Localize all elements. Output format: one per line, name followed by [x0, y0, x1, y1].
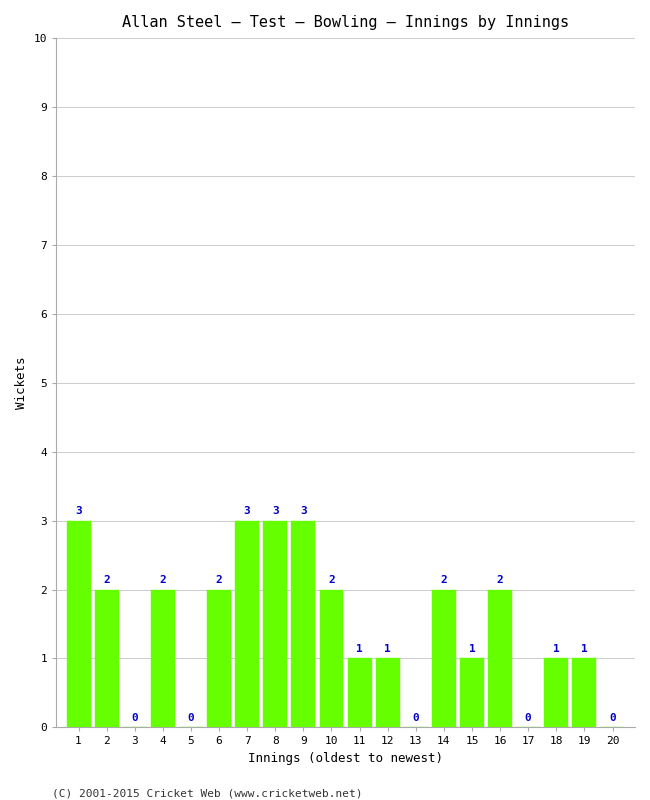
- Text: 1: 1: [581, 644, 588, 654]
- Bar: [320, 590, 343, 727]
- Bar: [95, 590, 118, 727]
- Bar: [460, 658, 484, 727]
- Text: 0: 0: [609, 714, 616, 723]
- Title: Allan Steel – Test – Bowling – Innings by Innings: Allan Steel – Test – Bowling – Innings b…: [122, 15, 569, 30]
- Bar: [151, 590, 175, 727]
- Text: 1: 1: [553, 644, 560, 654]
- Bar: [573, 658, 596, 727]
- Text: 1: 1: [384, 644, 391, 654]
- Text: 0: 0: [188, 714, 194, 723]
- Text: 0: 0: [412, 714, 419, 723]
- Text: (C) 2001-2015 Cricket Web (www.cricketweb.net): (C) 2001-2015 Cricket Web (www.cricketwe…: [52, 788, 363, 798]
- Bar: [66, 521, 90, 727]
- Bar: [432, 590, 456, 727]
- Text: 3: 3: [272, 506, 279, 517]
- Bar: [263, 521, 287, 727]
- Text: 3: 3: [244, 506, 250, 517]
- Text: 0: 0: [525, 714, 532, 723]
- Text: 2: 2: [159, 575, 166, 586]
- Y-axis label: Wickets: Wickets: [15, 357, 28, 409]
- Bar: [348, 658, 372, 727]
- Text: 2: 2: [216, 575, 222, 586]
- Text: 1: 1: [356, 644, 363, 654]
- Text: 2: 2: [497, 575, 504, 586]
- Text: 1: 1: [469, 644, 475, 654]
- Text: 2: 2: [441, 575, 447, 586]
- Bar: [544, 658, 568, 727]
- Bar: [376, 658, 400, 727]
- Bar: [291, 521, 315, 727]
- X-axis label: Innings (oldest to newest): Innings (oldest to newest): [248, 752, 443, 765]
- Bar: [488, 590, 512, 727]
- Text: 2: 2: [103, 575, 110, 586]
- Bar: [235, 521, 259, 727]
- Text: 3: 3: [300, 506, 307, 517]
- Text: 0: 0: [131, 714, 138, 723]
- Text: 3: 3: [75, 506, 82, 517]
- Bar: [207, 590, 231, 727]
- Text: 2: 2: [328, 575, 335, 586]
